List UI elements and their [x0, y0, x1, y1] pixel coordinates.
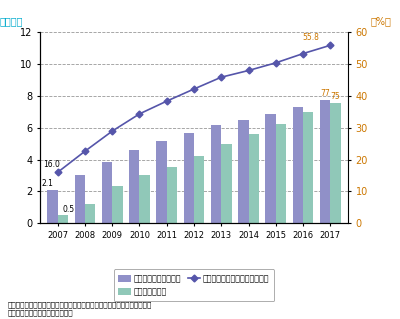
Text: 16.0: 16.0: [43, 160, 60, 169]
Bar: [248, 135, 259, 223]
Text: 資料：中国互聯網絡信息中心「第４１次中国互聯網絡発展状況統計報告」
　（２０１８年１月）から作成。: 資料：中国互聯網絡信息中心「第４１次中国互聯網絡発展状況統計報告」 （２０１８年…: [8, 301, 152, 316]
Bar: [167, 167, 177, 223]
Text: 2.1: 2.1: [42, 179, 54, 188]
Text: 77: 77: [320, 89, 330, 98]
Text: 55.8: 55.8: [303, 33, 320, 42]
Bar: [221, 144, 232, 223]
Bar: [320, 100, 330, 223]
Text: （億人）: （億人）: [0, 16, 24, 26]
Bar: [112, 186, 122, 223]
Bar: [293, 107, 303, 223]
Text: 0.5: 0.5: [63, 205, 75, 214]
Bar: [303, 113, 313, 223]
Bar: [211, 125, 221, 223]
Bar: [266, 114, 276, 223]
Bar: [330, 103, 341, 223]
Bar: [47, 190, 58, 223]
Bar: [156, 142, 167, 223]
Bar: [184, 133, 194, 223]
Legend: インターネット利用者, 携帯端末利用者, インターネット普及率（右軸）: インターネット利用者, 携帯端末利用者, インターネット普及率（右軸）: [114, 270, 274, 301]
Bar: [140, 175, 150, 223]
Bar: [75, 175, 85, 223]
Text: 75: 75: [330, 92, 340, 101]
Bar: [238, 120, 248, 223]
Bar: [85, 204, 95, 223]
Text: （%）: （%）: [370, 16, 391, 26]
Bar: [194, 156, 204, 223]
Bar: [276, 124, 286, 223]
Bar: [58, 215, 68, 223]
Bar: [102, 162, 112, 223]
Bar: [129, 151, 140, 223]
